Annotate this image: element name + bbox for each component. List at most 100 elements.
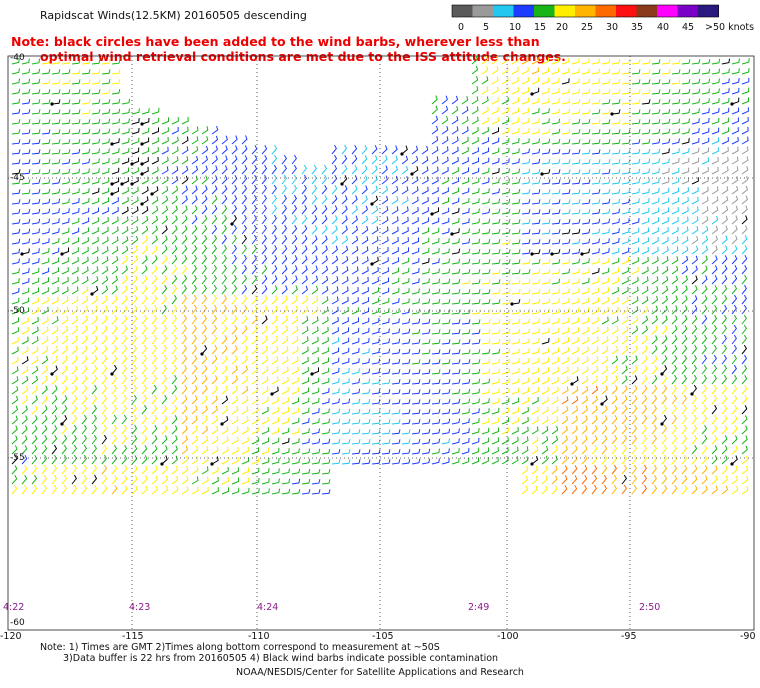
wind-barb — [411, 237, 419, 245]
wind-barb — [691, 285, 698, 295]
wind-barb — [701, 186, 709, 195]
wind-barb — [591, 297, 599, 305]
wind-barb — [91, 315, 98, 325]
wind-barb — [391, 419, 401, 425]
wind-barb — [621, 276, 629, 285]
wind-barb — [641, 79, 651, 85]
wind-barb — [481, 309, 491, 315]
wind-barb — [701, 324, 708, 335]
wind-barb — [541, 308, 550, 315]
wind-barb — [201, 274, 208, 285]
wind-barb — [41, 119, 51, 125]
wind-barb — [451, 238, 460, 245]
wind-barb — [651, 374, 658, 385]
wind-barb — [11, 425, 18, 435]
wind-barb — [521, 229, 531, 235]
wind-barb — [11, 199, 21, 205]
wind-barb — [271, 447, 280, 455]
wind-barb — [181, 344, 187, 355]
wind-barb — [681, 206, 689, 215]
wind-barb — [241, 294, 248, 305]
wind-barb — [71, 464, 78, 475]
wind-barb — [541, 396, 549, 405]
wind-barb — [441, 105, 449, 115]
wind-barb — [91, 424, 98, 435]
wind-barb — [11, 435, 18, 445]
wind-barb — [721, 364, 728, 375]
wind-barb — [361, 297, 370, 305]
longitude-label: -110 — [248, 631, 270, 642]
wind-barb — [721, 117, 730, 125]
wind-barb — [461, 418, 470, 425]
wind-barb — [471, 418, 480, 425]
wind-barb — [241, 436, 249, 445]
wind-barb — [411, 439, 421, 445]
wind-barb — [741, 354, 747, 365]
wind-barb — [711, 205, 719, 215]
wind-barb — [81, 444, 88, 455]
wind-barb — [441, 369, 451, 375]
wind-barb — [691, 167, 700, 175]
wind-barb — [381, 195, 389, 205]
wind-barb — [721, 425, 728, 435]
wind-barb — [81, 325, 88, 335]
wind-barb — [211, 244, 218, 255]
wind-barb — [661, 148, 670, 155]
wind-barb — [61, 375, 68, 385]
wind-barb — [721, 235, 728, 245]
wind-barb — [561, 179, 571, 185]
wind-barb — [611, 159, 621, 165]
wind-barb — [441, 379, 451, 385]
wind-barb — [541, 288, 551, 295]
wind-barb — [471, 208, 480, 215]
wind-barb — [221, 294, 227, 305]
wind-barb — [31, 405, 38, 415]
wind-barb — [531, 465, 539, 475]
wind-barb — [491, 388, 500, 395]
wind-barb — [251, 154, 258, 165]
wind-barb — [271, 295, 278, 305]
wind-barb — [391, 257, 400, 265]
wind-barb — [641, 296, 649, 305]
wind-barb — [291, 224, 298, 235]
wind-barb — [661, 355, 668, 365]
wind-barb — [631, 148, 641, 155]
wind-barb — [551, 376, 559, 385]
wind-barb — [451, 136, 459, 145]
wind-barb — [271, 407, 279, 415]
wind-barb — [191, 145, 199, 155]
wind-barb — [551, 318, 560, 325]
wind-barb — [481, 279, 491, 285]
wind-barb — [581, 464, 588, 475]
wind-barb — [21, 58, 30, 65]
wind-barb — [531, 97, 540, 105]
wind-barb — [491, 427, 500, 435]
wind-barb — [251, 284, 258, 295]
wind-barb — [651, 295, 659, 305]
wind-barb — [241, 315, 248, 325]
wind-barb — [401, 267, 410, 275]
wind-barb — [481, 116, 489, 125]
wind-barb — [151, 475, 158, 485]
wind-barb — [521, 426, 529, 435]
wind-barb — [721, 344, 728, 355]
wind-barb — [501, 328, 511, 335]
wind-barb — [571, 455, 578, 465]
wind-barb — [221, 385, 228, 395]
wind-barb — [581, 88, 591, 95]
wind-barb — [281, 295, 288, 305]
wind-barb — [481, 417, 490, 425]
wind-barb — [261, 224, 268, 235]
wind-barb — [21, 109, 31, 115]
wind-barb — [211, 264, 218, 275]
wind-barb — [291, 245, 298, 255]
wind-barb — [371, 297, 380, 305]
wind-barb — [91, 355, 98, 365]
wind-barb — [471, 65, 479, 75]
wind-barb — [171, 205, 178, 215]
wind-barb — [701, 394, 708, 405]
wind-barb — [321, 469, 331, 475]
wind-barb — [691, 295, 698, 305]
wind-barb — [121, 404, 128, 415]
wind-barb — [501, 158, 510, 165]
